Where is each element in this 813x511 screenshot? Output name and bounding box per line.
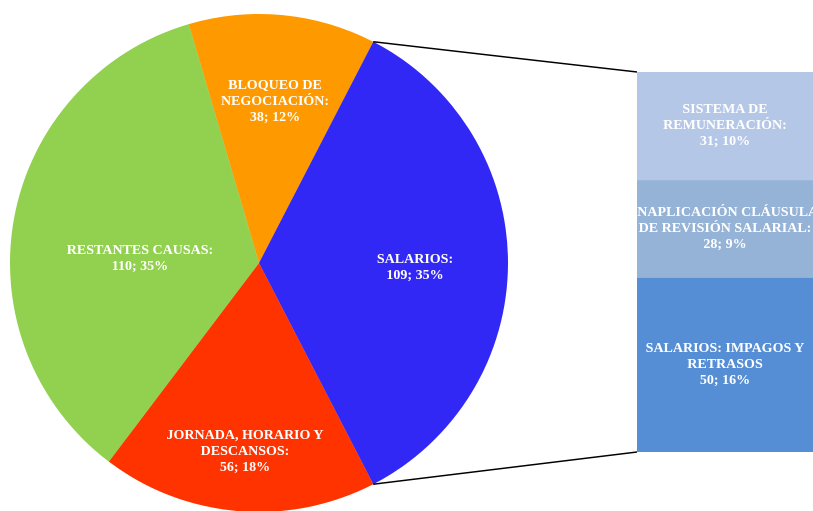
slice-name: SALARIOS: (376, 252, 454, 267)
bar-name: SALARIOS: IMPAGOS Y RETRASOS (645, 340, 805, 372)
pie-slice (108, 263, 374, 511)
slice-value: 109; 35% (386, 268, 444, 283)
bar-segment (637, 180, 813, 278)
connector (373, 451, 638, 485)
bar-segment (637, 72, 813, 181)
slice-label: JORNADA, HORARIO Y DESCANSOS: 56; 18% (145, 428, 345, 476)
bar-label: SISTEMA DE REMUNERACIÓN: 31; 10% (637, 72, 813, 180)
slice-name: JORNADA, HORARIO Y DESCANSOS: (166, 428, 324, 459)
slice-name: BLOQUEO DE NEGOCIACIÓN: (220, 78, 330, 109)
bar-value: 31; 10% (699, 134, 751, 150)
slice-value: 56; 18% (219, 460, 271, 475)
bar-name: INAPLICACIÓN CLÁUSULA DE REVISIÓN SALARI… (637, 204, 813, 236)
pie-slice (9, 24, 259, 462)
connector (373, 41, 638, 73)
bar-label: INAPLICACIÓN CLÁUSULA DE REVISIÓN SALARI… (637, 180, 813, 278)
slice-value: 38; 12% (249, 110, 301, 125)
slice-label: BLOQUEO DE NEGOCIACIÓN: 38; 12% (195, 78, 355, 126)
slice-label: RESTANTES CAUSAS: 110; 35% (25, 243, 255, 275)
slice-label: SALARIOS: 109; 35% (345, 252, 485, 284)
bar-label-clip: SISTEMA DE REMUNERACIÓN: 31; 10% (637, 72, 813, 180)
bar-value: 50; 16% (699, 372, 751, 388)
slice-name: RESTANTES CAUSAS: (66, 243, 214, 258)
bar-value: 28; 9% (703, 236, 747, 252)
bar-label-clip: INAPLICACIÓN CLÁUSULA DE REVISIÓN SALARI… (637, 180, 813, 278)
pie-slice (259, 41, 508, 485)
bar-label-clip: SALARIOS: IMPAGOS Y RETRASOS 50; 16% (637, 278, 813, 452)
bar-label: SALARIOS: IMPAGOS Y RETRASOS 50; 16% (637, 278, 813, 452)
pie-slice (188, 14, 374, 263)
bar-name: SISTEMA DE REMUNERACIÓN: (663, 102, 787, 134)
slice-value: 110; 35% (111, 259, 169, 274)
bar-segment (637, 277, 813, 452)
